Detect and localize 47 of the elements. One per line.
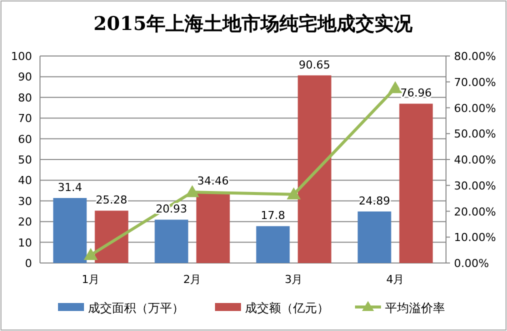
y-tick-label: 90 bbox=[18, 70, 32, 84]
data-label: 25.28 bbox=[96, 194, 128, 207]
y2-tick-label: 40.00% bbox=[454, 154, 496, 166]
y-tick-label: 70 bbox=[18, 112, 32, 126]
y-tick-label: 30 bbox=[18, 194, 32, 208]
data-label: 90.65 bbox=[298, 58, 330, 72]
y2-tick-label: 60.00% bbox=[454, 102, 496, 115]
point bbox=[84, 248, 98, 260]
bar bbox=[53, 198, 87, 263]
bar bbox=[256, 226, 290, 263]
y2-tick-label: 30.00% bbox=[454, 179, 496, 192]
y2-tick-label: 10.00% bbox=[454, 231, 496, 244]
data-label: 17.8 bbox=[260, 209, 286, 222]
y-tick-label: 80 bbox=[18, 91, 32, 104]
y-tick-label: 50 bbox=[18, 154, 32, 166]
y2-tick-label: 0.00% bbox=[454, 257, 489, 270]
point bbox=[388, 81, 402, 94]
y-tick-label: 40 bbox=[18, 174, 32, 188]
y2-tick-label: 70.00% bbox=[454, 76, 496, 89]
x-tick-label: 4月 bbox=[386, 273, 404, 286]
point bbox=[185, 185, 200, 198]
y-tick-label: 100 bbox=[11, 50, 32, 63]
bar bbox=[298, 75, 332, 263]
y-tick-label: 0 bbox=[25, 257, 32, 270]
y2-tick-label: 20.00% bbox=[454, 205, 496, 218]
data-label: 24.89 bbox=[358, 194, 390, 208]
legend-label: 成交额（亿元） bbox=[245, 301, 329, 315]
data-label: 76.96 bbox=[400, 86, 432, 100]
y-tick-label: 10 bbox=[18, 236, 32, 250]
legend-label: 成交面积（万平） bbox=[88, 301, 184, 315]
x-tick-label: 3月 bbox=[284, 273, 303, 286]
y-tick-label: 60 bbox=[18, 132, 32, 146]
bar bbox=[94, 210, 128, 263]
bar bbox=[358, 211, 392, 263]
bar bbox=[154, 220, 188, 263]
x-tick-label: 1月 bbox=[82, 273, 100, 286]
point bbox=[286, 187, 301, 200]
data-label: 34.46 bbox=[197, 174, 229, 188]
data-label: 31.4 bbox=[58, 181, 82, 194]
y2-tick-label: 50.00% bbox=[454, 128, 496, 141]
legend-label: 平均溢价率 bbox=[385, 301, 445, 315]
chart-title: 2015年上海土地市场纯宅地成交实况 bbox=[94, 13, 414, 35]
y-tick-label: 20 bbox=[18, 216, 32, 229]
y2-tick-label: 80.00% bbox=[454, 50, 496, 63]
bar bbox=[399, 104, 433, 263]
bar bbox=[196, 192, 230, 263]
x-tick-label: 2月 bbox=[183, 273, 202, 286]
